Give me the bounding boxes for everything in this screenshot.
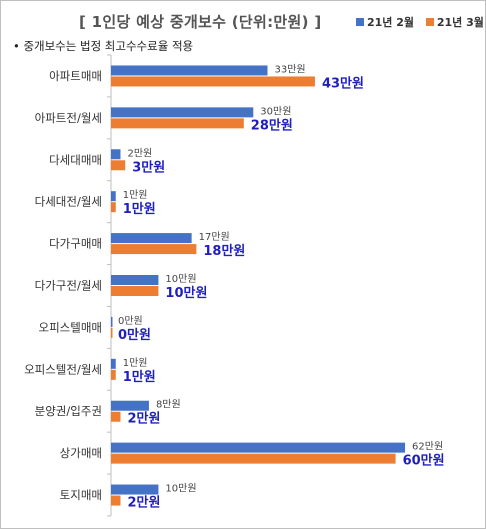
category-label: 다세대전/월세: [35, 195, 102, 209]
legend-swatch-mar: [425, 18, 434, 26]
category-label: 아파트매매: [49, 69, 102, 83]
bar-mar: [111, 286, 159, 296]
data-label-feb: 1만원: [123, 357, 148, 369]
bar-feb: [111, 358, 116, 369]
bar-mar: [111, 118, 244, 129]
bar-mar: [111, 411, 121, 422]
bar-feb: [111, 191, 116, 202]
data-label-mar: 28만원: [251, 117, 293, 133]
bar-feb: [111, 442, 406, 453]
bar-feb: [111, 400, 149, 411]
data-label-feb: 10만원: [165, 483, 196, 495]
category-label: 다세대매매: [49, 153, 102, 167]
data-label-mar: 60만원: [403, 453, 445, 469]
data-label-feb: 1만원: [123, 189, 148, 201]
data-label-feb: 30만원: [260, 105, 291, 117]
data-label-feb: 2만원: [127, 147, 152, 159]
data-label-feb: 33만원: [275, 63, 306, 75]
data-label-mar: 1만원: [123, 369, 156, 385]
data-label-mar: 2만원: [127, 495, 160, 511]
category-label: 다가구매매: [49, 237, 102, 251]
bar-mar: [111, 495, 121, 506]
bar-mar: [111, 202, 116, 213]
data-label-mar: 1만원: [123, 201, 156, 217]
bar-feb: [111, 316, 113, 327]
data-label-mar: 18만원: [203, 243, 245, 259]
data-label-feb: 10만원: [165, 273, 196, 285]
data-label-mar: 2만원: [127, 411, 160, 427]
bar-feb: [111, 65, 268, 76]
chart-title: [ 1인당 예상 중개보수 (단위:만원) ]: [79, 13, 322, 31]
bar-mar: [111, 453, 396, 464]
data-label-mar: 10만원: [165, 285, 207, 301]
category-label: 토지매매: [60, 488, 102, 502]
bar-mar: [111, 327, 113, 338]
category-label: 상가매매: [60, 446, 102, 460]
legend: 21년 2월 21년 3월: [356, 14, 486, 30]
data-label-mar: 3만원: [132, 159, 165, 175]
data-label-feb: 8만원: [156, 399, 181, 411]
category-label: 오피스텔전/월세: [24, 362, 102, 376]
data-label-feb: 17만원: [199, 231, 230, 243]
bar-mar: [111, 244, 197, 255]
data-label-mar: 43만원: [322, 75, 364, 91]
category-label: 분양권/입주권: [35, 404, 102, 418]
legend-item-mar: 21년 3월: [425, 14, 484, 30]
bar-feb: [111, 484, 159, 495]
bar-feb: [111, 107, 254, 118]
bar-mar: [111, 160, 126, 171]
footnote: • 중개보수는 법정 최고수수료율 적용: [13, 39, 194, 53]
bar-mar: [111, 76, 315, 87]
bar-feb: [111, 233, 192, 244]
data-label-feb: 62만원: [412, 441, 443, 453]
legend-label-feb: 21년 2월: [367, 16, 415, 29]
data-label-feb: 0만원: [118, 315, 143, 327]
legend-swatch-feb: [356, 18, 364, 26]
bar-mar: [111, 369, 116, 380]
bar-feb: [111, 275, 159, 285]
bar-feb: [111, 149, 121, 160]
category-label: 다가구전/월세: [35, 279, 102, 293]
category-label: 오피스텔매매: [39, 320, 102, 334]
category-label: 아파트전/월세: [35, 111, 102, 125]
legend-label-mar: 21년 3월: [436, 16, 484, 29]
legend-item-feb: 21년 2월: [356, 14, 414, 30]
data-label-mar: 0만원: [118, 327, 151, 343]
